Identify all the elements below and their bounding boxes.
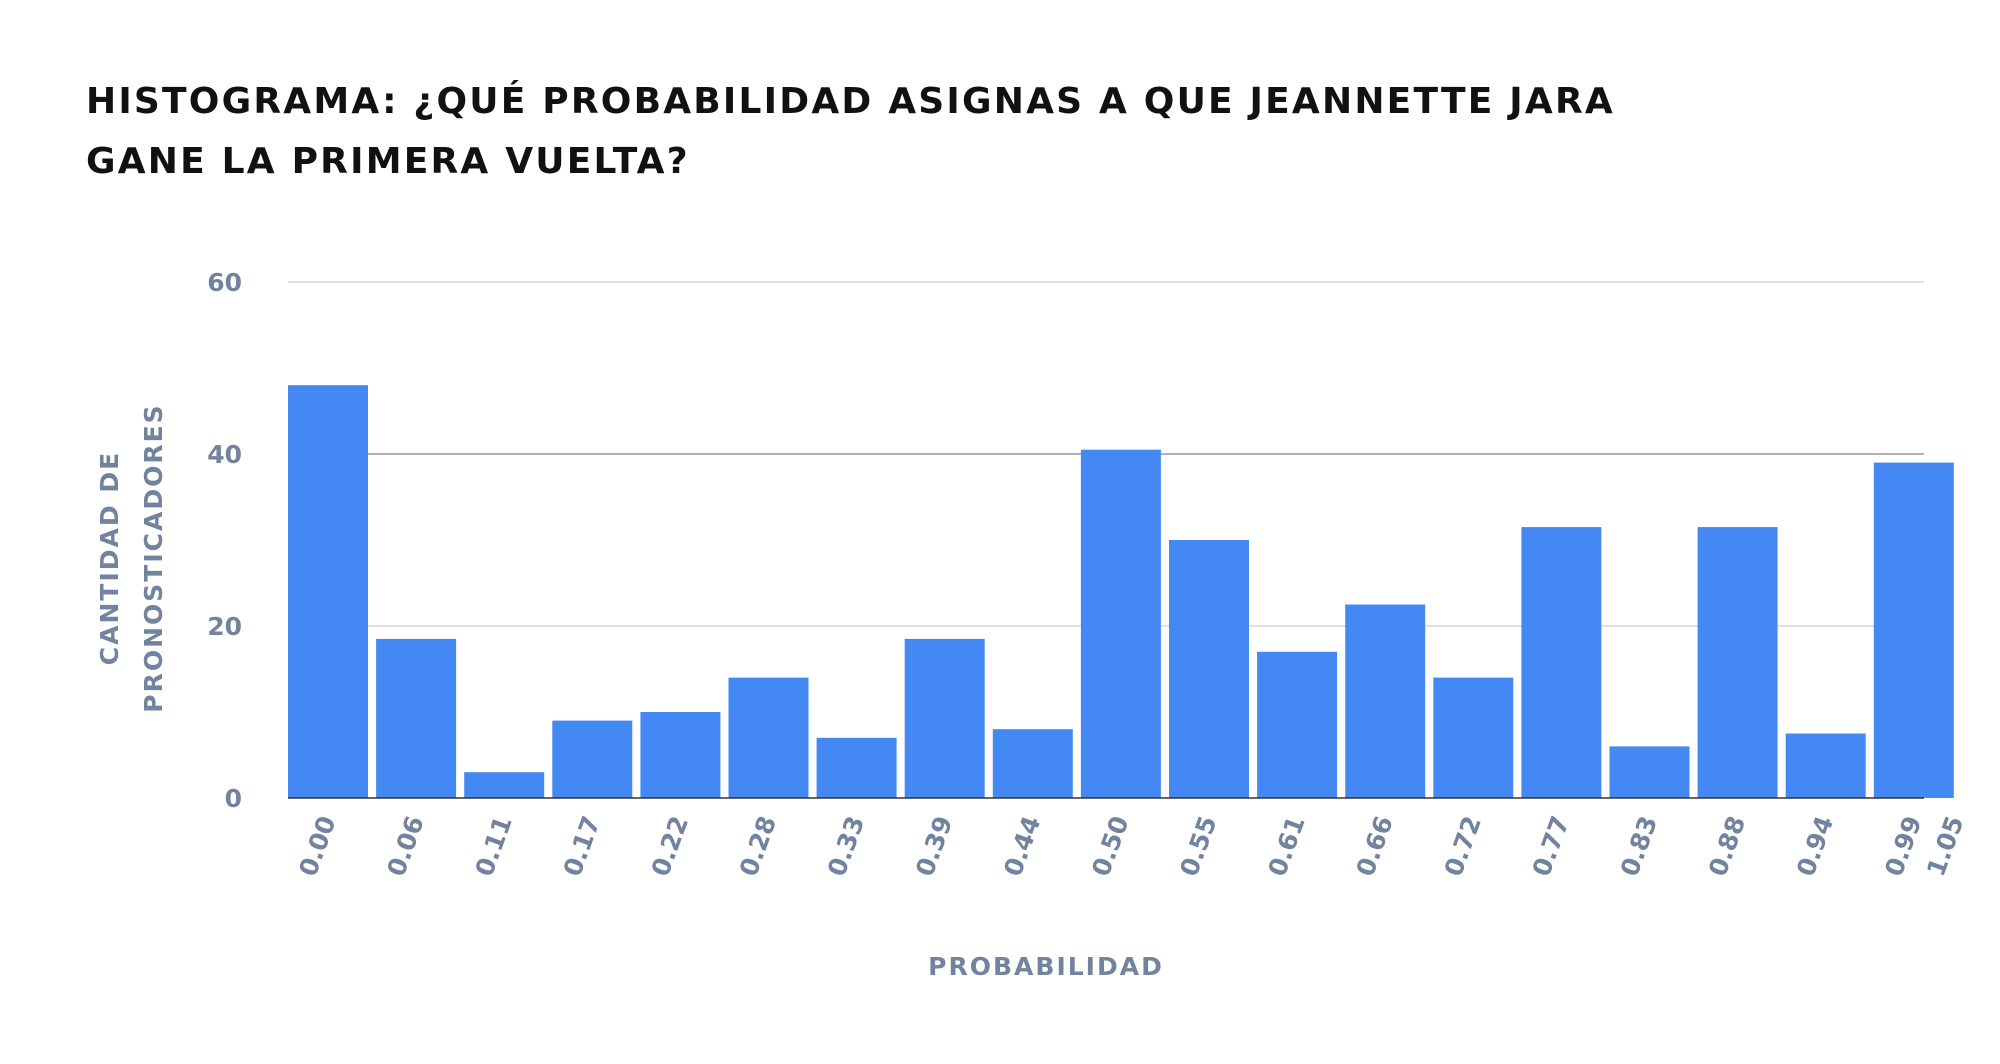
bar-0.33 xyxy=(816,737,897,798)
x-tick-label-0.39: 0.39 xyxy=(910,812,958,880)
x-tick-label-0.44: 0.44 xyxy=(998,812,1046,880)
chart-title-line-2: GANE LA PRIMERA VUELTA? xyxy=(86,141,690,182)
bar-0.72 xyxy=(1433,677,1514,798)
y-tick-labels: 0 20 40 60 xyxy=(207,268,242,813)
bar-0.17 xyxy=(552,720,633,798)
chart-title: HISTOGRAMA: ¿QUÉ PROBABILIDAD ASIGNAS A … xyxy=(86,72,1686,192)
x-tick-label-0.66: 0.66 xyxy=(1350,812,1398,880)
x-tick-label-0.17: 0.17 xyxy=(558,812,606,880)
bar-0.11 xyxy=(464,772,545,798)
x-tick-label-0.88: 0.88 xyxy=(1703,812,1751,880)
x-tick-label-0.28: 0.28 xyxy=(734,812,782,880)
bar-0.77 xyxy=(1521,527,1602,798)
bar-0.66 xyxy=(1345,604,1426,798)
x-axis-title: PROBABILIDAD xyxy=(928,952,1164,981)
x-tick-label-0.00: 0.00 xyxy=(293,812,341,880)
bar-0.50 xyxy=(1080,449,1161,798)
x-tick-label-0.33: 0.33 xyxy=(822,812,870,880)
bar-0.83 xyxy=(1609,746,1690,798)
x-tick-label-0.50: 0.50 xyxy=(1086,812,1134,880)
bars xyxy=(288,385,1954,798)
bar-0.44 xyxy=(992,729,1073,798)
x-tick-label-0.72: 0.72 xyxy=(1439,812,1487,880)
x-tick-label-0.55: 0.55 xyxy=(1174,812,1222,880)
bar-0.00 xyxy=(288,385,368,798)
bar-0.28 xyxy=(728,677,809,798)
bar-0.39 xyxy=(904,638,985,798)
bar-0.22 xyxy=(640,712,721,798)
bar-0.55 xyxy=(1169,540,1249,798)
y-axis-title-line-1: CANTIDAD DE xyxy=(95,451,124,665)
x-tick-label-0.83: 0.83 xyxy=(1615,812,1663,880)
y-axis-title-line-2: PRONOSTICADORES xyxy=(139,403,168,712)
bar-0.61 xyxy=(1257,651,1338,798)
bar-0.99 xyxy=(1873,462,1954,798)
bar-0.88 xyxy=(1697,527,1778,798)
y-tick-label-20: 20 xyxy=(207,612,242,641)
bar-0.94 xyxy=(1785,733,1866,798)
x-tick-label-0.94: 0.94 xyxy=(1791,812,1839,880)
y-tick-label-40: 40 xyxy=(207,440,242,469)
x-tick-label-0.06: 0.06 xyxy=(381,812,429,880)
x-tick-label-0.61: 0.61 xyxy=(1262,812,1310,880)
chart-title-line-1: HISTOGRAMA: ¿QUÉ PROBABILIDAD ASIGNAS A … xyxy=(86,81,1615,122)
y-tick-label-0: 0 xyxy=(225,784,242,813)
x-tick-labels: 0.00 0.06 0.11 0.17 0.22 0.28 0.33 0.39 0.44 0.50… xyxy=(293,812,1969,880)
y-tick-label-60: 60 xyxy=(207,268,242,297)
x-tick-label-0.22: 0.22 xyxy=(646,812,694,880)
x-tick-label-0.11: 0.11 xyxy=(469,812,517,880)
x-tick-label-1.05: 1.05 xyxy=(1921,812,1969,880)
axis-titles: PROBABILIDAD CANTIDAD DE PRONOSTICADORES xyxy=(95,403,1164,981)
x-tick-label-0.77: 0.77 xyxy=(1527,812,1575,880)
bar-0.06 xyxy=(376,638,457,798)
